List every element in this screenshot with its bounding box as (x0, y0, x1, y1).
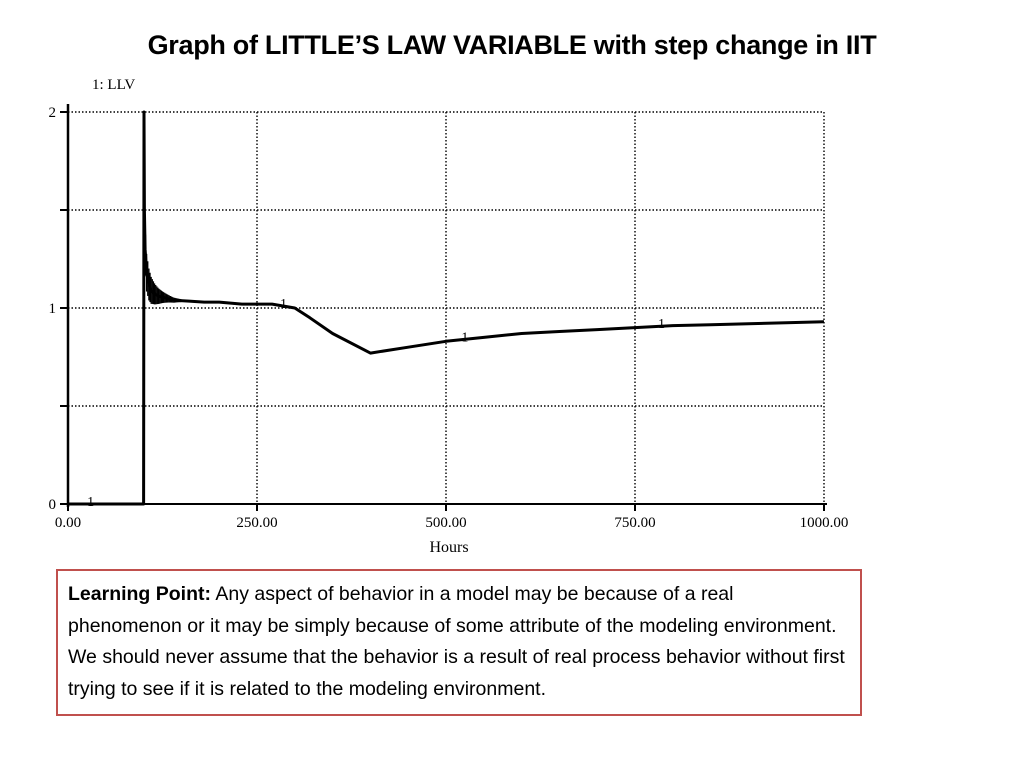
y-tick-label: 1 (49, 301, 57, 317)
learning-point-label: Learning Point: (68, 583, 211, 605)
learning-point-text: Any aspect of behavior in a model may be… (68, 583, 845, 700)
chart-axes (60, 104, 827, 511)
chart-grid (67, 111, 825, 505)
llv-chart: 1: LLV 0.00 250.00 500.00 750.00 1000.00012 … (49, 77, 849, 556)
series-label: 1: LLV (92, 77, 135, 93)
x-tick-label: 1000.00 (800, 515, 849, 531)
tick-labels: 0.00 250.00 500.00 750.00 1000.00 0 1 2 (49, 105, 849, 531)
x-tick-label: 500.00 (425, 515, 466, 531)
series-marker: 1 (461, 330, 468, 345)
slide-title: Graph of LITTLE’S LAW VARIABLE with step… (147, 30, 877, 60)
y-tick-label: 0 (49, 497, 57, 513)
x-tick-label: 750.00 (614, 515, 655, 531)
series-marker: 1 (280, 297, 287, 312)
learning-point-box: Learning Point: Any aspect of behavior i… (56, 569, 862, 716)
series-llv: 1 1 1 1 (68, 110, 825, 510)
x-tick-label: 0.00 (55, 515, 81, 531)
x-tick-label: 250.00 (236, 515, 277, 531)
series-marker: 1 (87, 495, 94, 510)
y-tick-label: 2 (49, 105, 57, 121)
series-marker: 1 (658, 317, 665, 332)
x-axis-label: Hours (429, 539, 468, 556)
